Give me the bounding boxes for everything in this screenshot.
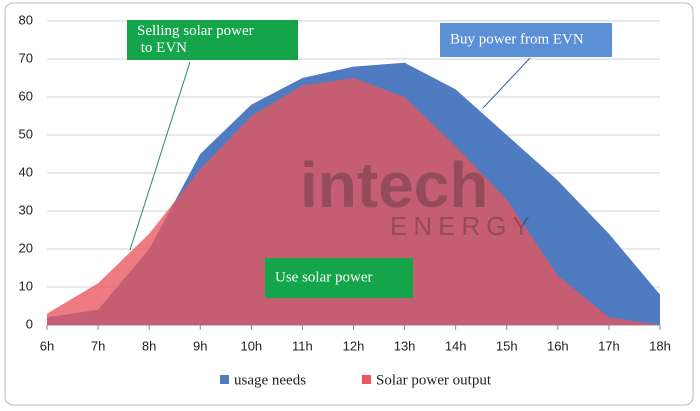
annotation-text: Selling solar power: [137, 23, 254, 39]
y-tick-label: 10: [19, 278, 33, 293]
watermark: ENERGY: [390, 211, 536, 241]
x-tick-label: 6h: [40, 338, 54, 353]
annotation-box: [440, 23, 612, 57]
annotation-arrow: [129, 61, 191, 251]
y-tick-label: 30: [19, 202, 33, 217]
watermark: intech: [300, 149, 488, 221]
legend-swatch: [362, 375, 371, 384]
area: [47, 78, 660, 325]
legend-swatch: [220, 375, 229, 384]
x-tick-label: 15h: [496, 338, 518, 353]
y-tick-label: 0: [26, 316, 33, 331]
annotation-box: [127, 20, 298, 60]
y-tick-label: 20: [19, 240, 33, 255]
x-tick-label: 16h: [547, 338, 569, 353]
x-tick-label: 8h: [142, 338, 156, 353]
annotation-text: to EVN: [137, 40, 187, 56]
annotation-text: Use solar power: [275, 269, 372, 285]
y-tick-label: 70: [19, 50, 33, 65]
y-tick-label: 80: [19, 12, 33, 27]
x-tick-label: 11h: [292, 338, 313, 353]
annotation-box: [265, 258, 413, 298]
annotation-arrow: [482, 57, 531, 109]
y-tick-label: 40: [19, 164, 33, 179]
x-tick-label: 12h: [343, 338, 365, 353]
legend-label: usage needs: [234, 372, 306, 388]
x-tick-label: 17h: [598, 338, 620, 353]
x-tick-label: 9h: [193, 338, 207, 353]
x-tick-label: 13h: [394, 338, 416, 353]
y-tick-label: 60: [19, 88, 33, 103]
annotation-text: Buy power from EVN: [450, 31, 584, 47]
x-tick-label: 18h: [649, 338, 671, 353]
legend-label: Solar power output: [376, 372, 492, 388]
x-tick-label: 7h: [91, 338, 105, 353]
x-tick-label: 10h: [240, 338, 262, 353]
y-tick-label: 50: [19, 126, 33, 141]
x-tick-label: 14h: [445, 338, 467, 353]
